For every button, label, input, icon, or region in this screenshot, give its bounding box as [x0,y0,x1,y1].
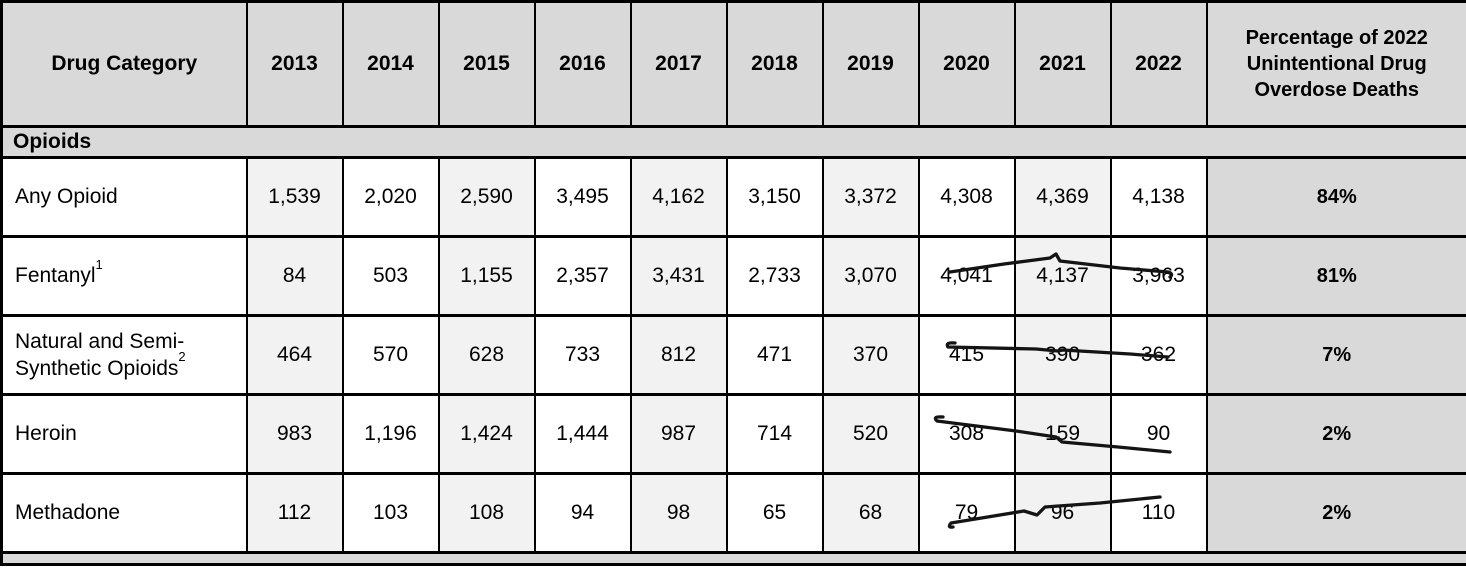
cell-2016: 733 [533,314,632,396]
cell-2013: 84 [245,235,344,317]
row-label-methadone: Methadone [0,472,248,554]
cell-2021: 4,369 [1013,156,1112,238]
table-row-natural-semi-synthetic-opioids: Natural and Semi-Synthetic Opioids2 464 … [0,314,1466,396]
col-header-2016: 2016 [533,0,632,128]
table-row-heroin: Heroin 983 1,196 1,424 1,444 987 714 520… [0,393,1466,475]
cell-2014: 2,020 [341,156,440,238]
cell-2018: 65 [725,472,824,554]
cell-2015: 1,424 [437,393,536,475]
cell-2021: 159 [1013,393,1112,475]
cell-2018: 714 [725,393,824,475]
cell-2020: 4,041 [917,235,1016,317]
cell-percentage: 7% [1205,314,1466,396]
col-header-percentage: Percentage of 2022 Unintentional Drug Ov… [1205,0,1466,128]
row-label-text: Heroin [15,422,77,446]
cell-2019: 370 [821,314,920,396]
cell-2015: 2,590 [437,156,536,238]
cell-2017: 98 [629,472,728,554]
cell-2020: 415 [917,314,1016,396]
cell-2015: 1,155 [437,235,536,317]
cell-2019: 3,070 [821,235,920,317]
col-header-2020: 2020 [917,0,1016,128]
row-label-text: Methadone [15,501,121,525]
col-header-2019: 2019 [821,0,920,128]
col-header-2013: 2013 [245,0,344,128]
cell-2016: 94 [533,472,632,554]
cell-2021: 4,137 [1013,235,1112,317]
cell-2013: 983 [245,393,344,475]
cell-2017: 812 [629,314,728,396]
section-row-next-partial [0,551,1466,566]
cell-2016: 1,444 [533,393,632,475]
row-label-fentanyl: Fentanyl1 [0,235,248,317]
cell-2019: 68 [821,472,920,554]
cell-percentage: 2% [1205,393,1466,475]
table-row-fentanyl: Fentanyl1 84 503 1,155 2,357 3,431 2,733… [0,235,1466,317]
cell-2014: 503 [341,235,440,317]
cell-2014: 570 [341,314,440,396]
cell-2014: 103 [341,472,440,554]
cell-2018: 471 [725,314,824,396]
col-header-2017: 2017 [629,0,728,128]
cell-2022: 90 [1109,393,1208,475]
cell-2021: 96 [1013,472,1112,554]
section-label-opioids: Opioids [0,125,1466,159]
col-header-2021: 2021 [1013,0,1112,128]
cell-2013: 1,539 [245,156,344,238]
cell-2015: 108 [437,472,536,554]
section-row-opioids: Opioids [0,125,1466,159]
cell-2013: 112 [245,472,344,554]
cell-2019: 520 [821,393,920,475]
cell-2016: 2,357 [533,235,632,317]
cell-2015: 628 [437,314,536,396]
table-header: Drug Category 2013 2014 2015 2016 2017 2… [0,0,1466,128]
col-header-2018: 2018 [725,0,824,128]
cell-2016: 3,495 [533,156,632,238]
next-section-partial-strip [0,551,1466,566]
row-label-any-opioid: Any Opioid [0,156,248,238]
row-label-natural-semi-synthetic: Natural and Semi-Synthetic Opioids2 [0,314,248,396]
footnote-marker: 1 [95,256,103,272]
col-header-2014: 2014 [341,0,440,128]
cell-2020: 4,308 [917,156,1016,238]
cell-2018: 3,150 [725,156,824,238]
unintentional-overdose-deaths-table: Drug Category 2013 2014 2015 2016 2017 2… [0,0,1466,566]
cell-2022: 362 [1109,314,1208,396]
cell-2017: 3,431 [629,235,728,317]
row-label-text: Natural and Semi-Synthetic Opioids [15,329,185,380]
table-body: Opioids Any Opioid 1,539 2,020 2,590 3,4… [0,125,1466,566]
cell-2020: 308 [917,393,1016,475]
cell-2022: 4,138 [1109,156,1208,238]
cell-2013: 464 [245,314,344,396]
cell-2019: 3,372 [821,156,920,238]
cell-2017: 4,162 [629,156,728,238]
col-header-2015: 2015 [437,0,536,128]
cell-2022: 3,963 [1109,235,1208,317]
table-row-methadone: Methadone 112 103 108 94 98 65 68 79 96 … [0,472,1466,554]
cell-percentage: 81% [1205,235,1466,317]
cell-2022: 110 [1109,472,1208,554]
cell-2014: 1,196 [341,393,440,475]
cell-2020: 79 [917,472,1016,554]
row-label-text: Any Opioid [15,185,118,209]
col-header-drug-category: Drug Category [0,0,248,128]
cell-2017: 987 [629,393,728,475]
row-label-heroin: Heroin [0,393,248,475]
footnote-marker: 2 [178,349,186,365]
cell-2021: 390 [1013,314,1112,396]
cell-percentage: 84% [1205,156,1466,238]
cell-percentage: 2% [1205,472,1466,554]
cell-2018: 2,733 [725,235,824,317]
table-row-any-opioid: Any Opioid 1,539 2,020 2,590 3,495 4,162… [0,156,1466,238]
row-label-text: Fentanyl [15,264,96,288]
col-header-2022: 2022 [1109,0,1208,128]
header-row: Drug Category 2013 2014 2015 2016 2017 2… [0,0,1466,128]
